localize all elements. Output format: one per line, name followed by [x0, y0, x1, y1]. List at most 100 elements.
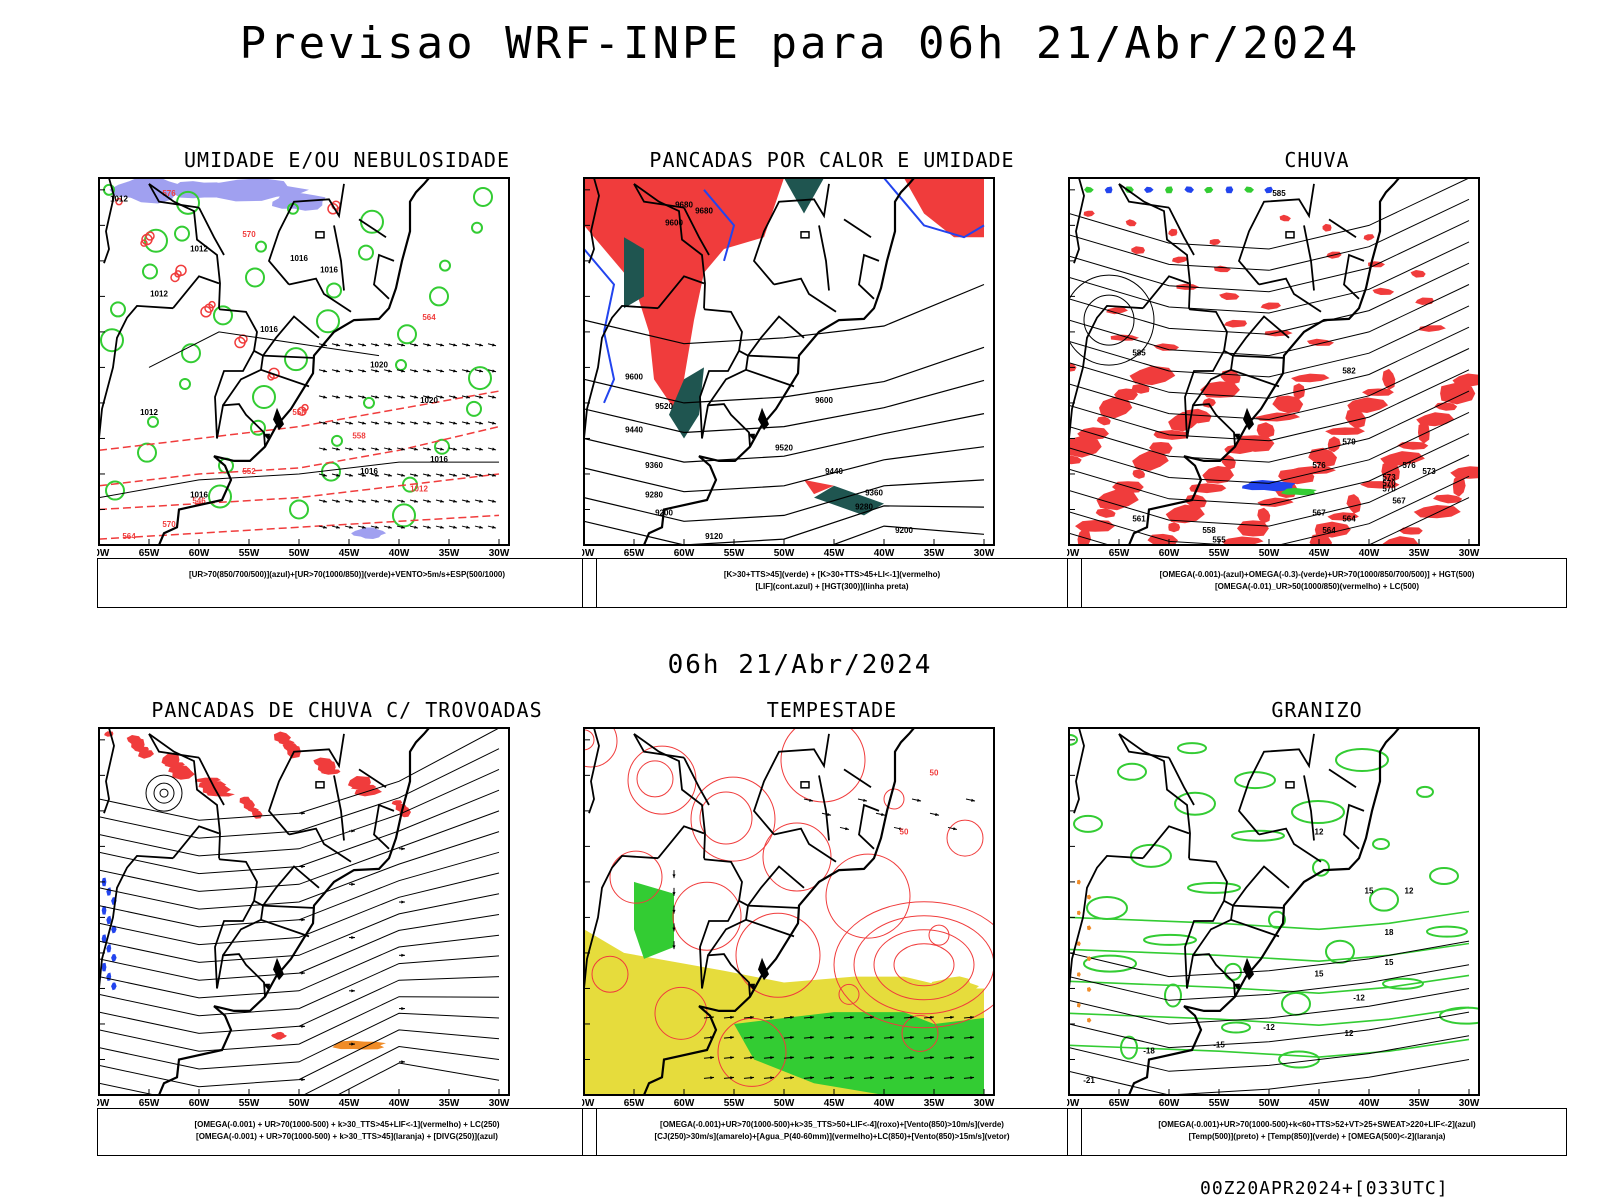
thunderstorm-area	[354, 788, 382, 797]
wind-vector	[375, 343, 379, 347]
wind-vector	[950, 1076, 954, 1080]
political-boundary	[1118, 733, 1191, 859]
political-boundary	[1188, 307, 1228, 351]
humidity-low-contour	[326, 282, 342, 299]
thickness-label: 564	[422, 313, 436, 322]
instability-area	[624, 237, 644, 309]
contour-label: 1016	[260, 325, 278, 334]
streamline	[99, 1029, 500, 1088]
political-boundary	[1232, 904, 1284, 909]
political-boundary	[358, 218, 387, 238]
rain-area	[1223, 319, 1247, 328]
wind-vector	[710, 1076, 714, 1080]
lon-tick-label: 55W	[1209, 548, 1230, 559]
humidity-high-area	[173, 181, 226, 199]
wind-vector	[401, 395, 405, 399]
humidity-low-contour	[255, 240, 267, 253]
political-boundary	[218, 857, 258, 901]
wind-vector	[362, 421, 366, 425]
humidity-low-contour	[360, 209, 384, 234]
political-boundary	[745, 368, 795, 388]
political-boundary	[262, 865, 320, 907]
omega-500-area	[1077, 879, 1081, 885]
political-boundary	[1168, 757, 1195, 806]
coastline-east	[642, 728, 915, 1095]
rain-area	[1416, 412, 1455, 427]
humidity-low-contour	[137, 442, 157, 463]
divergence-area	[111, 954, 117, 962]
wind-vector	[850, 1035, 854, 1040]
wind-vector	[323, 499, 327, 503]
height-300-isoline	[584, 413, 985, 463]
rain-area	[1099, 396, 1133, 419]
wind-vector	[479, 447, 483, 451]
wind-vector	[730, 1076, 734, 1080]
panel-title: CHUVA	[1284, 148, 1350, 172]
main-title: Previsao WRF-INPE para 06h 21/Abr/2024	[239, 18, 1361, 69]
contour-label: 1012	[190, 244, 208, 253]
political-boundary	[1237, 733, 1315, 836]
height-300-isoline	[584, 525, 985, 545]
thickness-contour	[145, 231, 155, 241]
political-boundary	[172, 275, 220, 309]
contour-label: 9600	[625, 372, 643, 381]
temp-850-contour	[1416, 785, 1434, 798]
rain-area	[1322, 223, 1332, 232]
humidity-low-contour	[466, 400, 482, 417]
map-content	[99, 728, 500, 1095]
temp-850-contour	[1426, 925, 1468, 938]
wind-vector	[466, 421, 470, 425]
contour-label: 564	[1342, 514, 1356, 523]
political-boundary	[699, 350, 740, 439]
map-content: 1012 1012 1012 1016 1016 1016 1020 1020 1016 1016…	[99, 178, 500, 545]
humidity-low-contour	[289, 499, 309, 520]
wind-vector	[414, 343, 418, 347]
rain-area	[1237, 520, 1269, 537]
political-boundary	[1303, 225, 1315, 291]
lon-tick-label: 55W	[724, 1098, 745, 1109]
lifted-index-contour	[883, 178, 985, 239]
political-boundary	[1343, 803, 1365, 850]
temp-850-contour	[1069, 942, 1470, 963]
lon-tick-label: 65W	[624, 548, 645, 559]
omega-500-area	[1077, 941, 1081, 946]
wind-vector	[453, 447, 457, 451]
rain-area	[1096, 489, 1139, 511]
lon-tick-label: 70W	[582, 548, 595, 559]
lon-tick-label: 50W	[289, 548, 310, 559]
height-500-isoline	[1083, 294, 1135, 346]
lon-tick-label: 65W	[624, 1098, 645, 1109]
temp-850-contour	[1069, 974, 1470, 995]
legend-line: [OMEGA(-0.01)_UR>50(1000/850)(vermelho) …	[1214, 582, 1420, 591]
wind-vector	[830, 1056, 834, 1060]
wind-vector	[414, 499, 418, 503]
wind-vector	[770, 1076, 774, 1080]
lon-tick-label: 70W	[97, 1098, 110, 1109]
political-boundary	[262, 354, 314, 359]
height-500-isoline	[1069, 274, 1155, 366]
contour-label: 567	[1312, 508, 1326, 517]
streamline-850	[873, 929, 975, 1001]
contour-label: 12	[1315, 828, 1324, 837]
rain-area	[1308, 447, 1337, 468]
contour-label: 1016	[290, 254, 308, 263]
wind-vector	[336, 525, 340, 529]
contour-label: 50	[900, 828, 909, 837]
rain-area	[1202, 466, 1234, 484]
temp-500-isoline	[1069, 1035, 1470, 1072]
streamline	[336, 1062, 500, 1095]
legend-line: [UR>70(850/700/500)](azul)+[UR>70(1000/8…	[188, 570, 506, 579]
political-boundary	[216, 403, 266, 447]
lon-tick-label: 65W	[139, 1098, 160, 1109]
thunderstorm-area	[138, 750, 154, 759]
political-boundary	[1118, 183, 1170, 209]
contour-label: 576	[1312, 461, 1326, 470]
wind-vector	[388, 421, 392, 425]
temp-850-contour	[1069, 910, 1470, 931]
streamline-arrow	[301, 1024, 305, 1028]
political-boundary	[288, 827, 352, 863]
map-frame	[98, 727, 510, 1096]
lifted-index-contour	[703, 189, 736, 262]
wind-vector	[870, 1076, 874, 1080]
federal-district	[1285, 231, 1295, 239]
